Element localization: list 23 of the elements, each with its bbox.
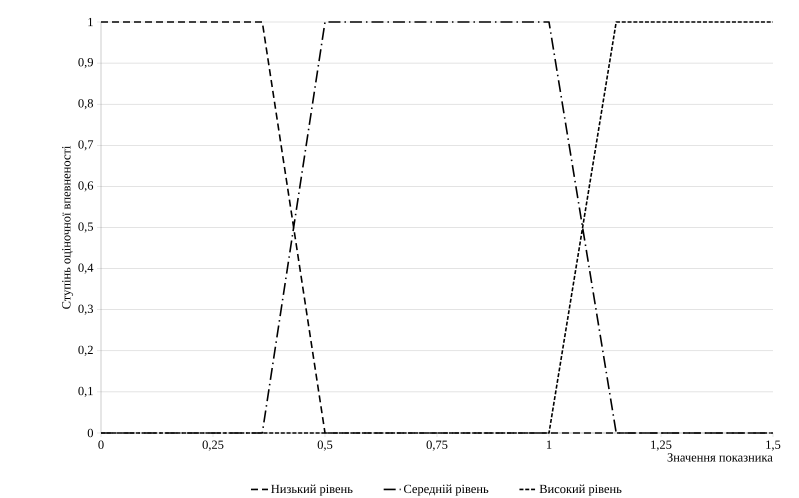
x-tick-label: 1 [546, 440, 552, 449]
x-tick-label: 0,5 [318, 440, 332, 451]
y-tick-label: 0,6 [78, 181, 94, 192]
x-axis-title: Значення показника [668, 452, 773, 462]
y-tick-label: 0,7 [78, 140, 94, 150]
y-tick-label: 0,8 [78, 98, 94, 110]
y-tick-label: 0,5 [78, 222, 93, 232]
x-tick-label: 0,25 [202, 440, 224, 451]
y-tick-label: 0,2 [78, 345, 93, 356]
y-tick-label: 0,4 [78, 263, 94, 274]
x-tick-label: 1,25 [651, 440, 672, 450]
legend-label: Низький рівень [271, 484, 353, 496]
y-tick-label: 0,9 [78, 58, 93, 68]
x-tick-label: 1,5 [766, 440, 780, 450]
y-tick-label: 1 [88, 18, 93, 26]
legend-label: Високий рівень [540, 484, 622, 496]
x-tick-label: 0 [98, 440, 104, 449]
y-tick-label: 0,3 [78, 304, 93, 315]
legend-label: Середній рівень [404, 484, 488, 496]
y-axis-title: Ступінь оціночної впевненості [62, 146, 74, 309]
x-tick-label: 0,75 [426, 440, 448, 451]
y-tick-label: 0,1 [78, 386, 93, 397]
y-tick-label: 0 [88, 428, 94, 437]
